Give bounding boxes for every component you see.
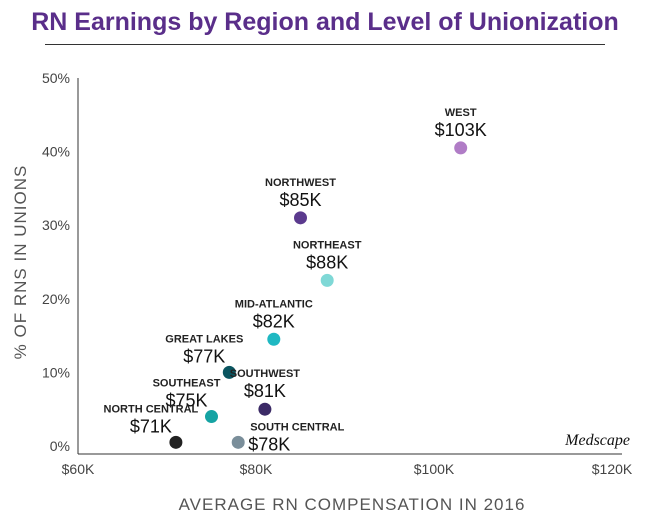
point-region-label: MID-ATLANTIC — [235, 298, 313, 310]
point-labels: WEST$103K NORTHWEST$85K NORTHEAST$88K MID-A… — [104, 107, 487, 454]
y-axis-title: % OF RNS IN UNIONS — [11, 165, 30, 360]
title-divider — [45, 44, 605, 45]
y-tick-label: 40% — [42, 144, 70, 160]
data-points — [169, 141, 468, 449]
medscape-logo: Medscape — [564, 432, 630, 449]
point-south-central — [231, 435, 245, 449]
point-value-label: $77K — [183, 346, 225, 366]
point-region-label: SOUTHWEST — [230, 368, 301, 380]
tick-labels: $60K $80K $100K $120K 0% 10% 20% 30% 40% 50% — [42, 70, 633, 477]
point-value-label: $88K — [306, 252, 348, 272]
point-northeast — [320, 273, 334, 287]
x-axis-title: AVERAGE RN COMPENSATION IN 2016 — [179, 495, 526, 514]
y-tick-label: 10% — [42, 364, 70, 380]
point-value-label: $103K — [435, 120, 487, 140]
x-tick-label: $120K — [592, 461, 633, 477]
point-great-lakes — [222, 365, 236, 379]
x-tick-label: $60K — [62, 461, 95, 477]
point-value-label: $75K — [165, 391, 207, 411]
y-tick-label: 50% — [42, 70, 70, 86]
chart-title: RN Earnings by Region and Level of Union… — [31, 8, 619, 36]
point-region-label: NORTHEAST — [293, 239, 362, 251]
point-mid-atlantic — [267, 332, 281, 346]
point-region-label: SOUTHEAST — [153, 378, 221, 390]
point-north-central — [169, 435, 183, 449]
y-tick-label: 0% — [50, 438, 70, 454]
x-tick-label: $100K — [414, 461, 455, 477]
point-value-label: $85K — [279, 190, 321, 210]
y-tick-label: 30% — [42, 217, 70, 233]
point-value-label: $82K — [253, 311, 295, 331]
axes — [77, 78, 622, 455]
point-region-label: NORTH CENTRAL — [104, 403, 199, 415]
x-tick-label: $80K — [240, 461, 273, 477]
point-value-label: $81K — [244, 381, 286, 401]
y-tick-label: 20% — [42, 291, 70, 307]
point-southeast — [205, 410, 218, 424]
point-value-label: $71K — [130, 416, 172, 436]
point-southwest — [258, 402, 272, 416]
point-value-label: $78K — [248, 434, 290, 454]
point-west — [454, 141, 468, 155]
point-region-label: NORTHWEST — [265, 177, 336, 189]
point-region-label: SOUTH CENTRAL — [250, 421, 344, 433]
point-region-label: GREAT LAKES — [165, 333, 243, 345]
point-northwest — [294, 211, 307, 225]
point-region-label: WEST — [445, 107, 477, 119]
